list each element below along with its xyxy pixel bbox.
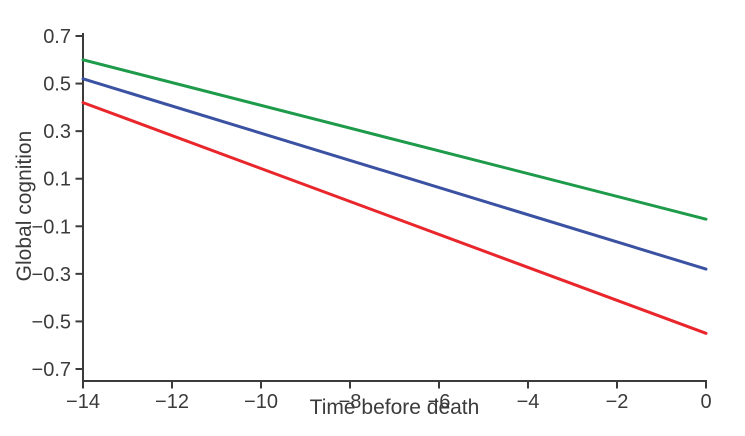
series-blue-line: [81, 77, 708, 271]
y-tick-label: 0.7: [43, 26, 71, 48]
x-tick-label: −14: [66, 391, 100, 413]
y-tick-label: −0.3: [32, 264, 71, 286]
x-tick-label: −4: [517, 391, 540, 413]
y-tick-label: −0.1: [32, 216, 71, 238]
y-tick-label: 0.5: [43, 74, 71, 96]
x-tick-label: 0: [700, 391, 711, 413]
x-tick-label: −8: [339, 391, 362, 413]
x-tick-label: −6: [428, 391, 451, 413]
series-green-line: [81, 58, 708, 221]
y-tick-label: 0.3: [43, 121, 71, 143]
series-red-line: [81, 101, 708, 335]
y-tick-label: −0.7: [32, 359, 71, 381]
y-tick-label: −0.5: [32, 311, 71, 333]
x-tick-label: −2: [606, 391, 629, 413]
y-tick-label: 0.1: [43, 169, 71, 191]
y-axis-title: Global cognition: [13, 130, 36, 282]
x-tick-label: −10: [244, 391, 278, 413]
x-axis-title: Time before death: [309, 396, 480, 419]
x-tick-label: −12: [155, 391, 189, 413]
